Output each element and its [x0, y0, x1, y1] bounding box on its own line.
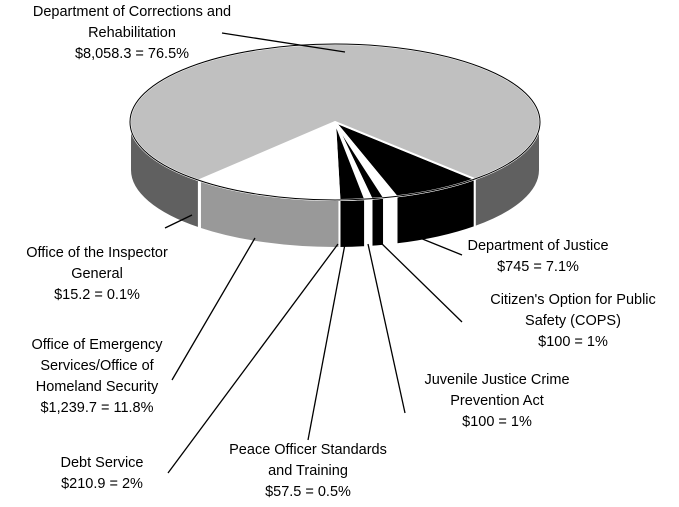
category-label: Juvenile Justice Crime Prevention Act — [424, 372, 570, 409]
value-label: $100 = 1% — [462, 414, 532, 430]
value-label: $8,058.3 = 76.5% — [74, 46, 190, 62]
slice-label: Office of Emergency Services/Office of H… — [25, 335, 170, 419]
slice-label: Citizen's Option for Public Safety (COPS… — [478, 290, 668, 353]
category-label: Office of Emergency Services/Office of H… — [31, 337, 163, 395]
leader-line — [307, 243, 346, 441]
pie-outline — [129, 43, 541, 201]
slice-side — [383, 195, 398, 247]
slice-side — [338, 198, 367, 249]
category-label: Office of the Inspector General — [26, 245, 168, 282]
category-label: Department of Justice — [467, 238, 609, 254]
leader-line — [367, 243, 406, 414]
category-label: Debt Service — [60, 455, 144, 471]
slice-label: Department of Corrections and Rehabilita… — [30, 2, 235, 65]
value-label: $15.2 = 0.1% — [54, 287, 140, 303]
category-label: Citizen's Option for Public Safety (COPS… — [490, 292, 656, 329]
leader-line — [221, 32, 346, 53]
leader-line — [377, 239, 463, 323]
slice-label: Office of the Inspector General $15.2 = 0… — [15, 243, 180, 306]
value-label: $745 = 7.1% — [497, 259, 579, 275]
slice-tops — [129, 43, 541, 201]
leader-line — [419, 237, 463, 256]
slice-label: Peace Officer Standards and Training $57.… — [218, 440, 398, 503]
slice-label: Debt Service $210.9 = 2% — [42, 453, 162, 495]
leader-line — [171, 237, 256, 381]
slice-label: Juvenile Justice Crime Prevention Act $10… — [410, 370, 585, 433]
category-label: Department of Corrections and Rehabilita… — [32, 4, 232, 41]
slice-side — [370, 196, 386, 248]
category-label: Peace Officer Standards and Training — [229, 442, 387, 479]
leader-line — [164, 214, 193, 229]
value-label: $210.9 = 2% — [61, 476, 143, 492]
leader-line — [167, 243, 339, 474]
value-label: $57.5 = 0.5% — [265, 484, 351, 500]
slice-label: Department of Justice $745 = 7.1% — [451, 236, 626, 278]
value-label: $1,239.7 = 11.8% — [40, 400, 154, 416]
value-label: $100 = 1% — [538, 334, 608, 350]
